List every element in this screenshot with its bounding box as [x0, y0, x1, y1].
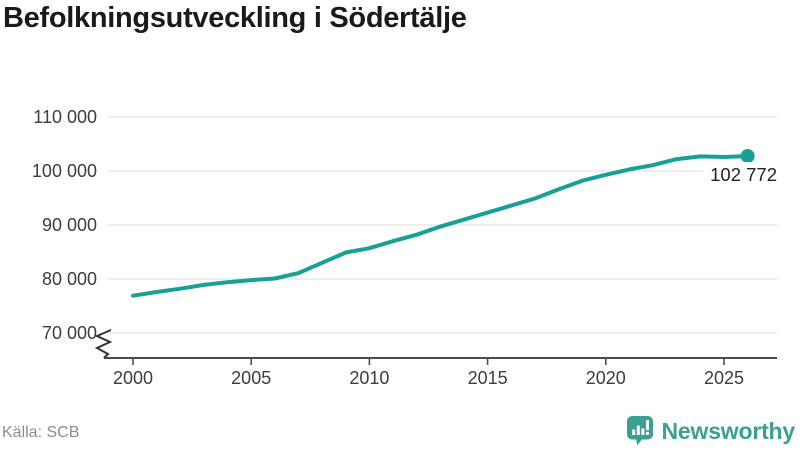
- x-tick-label: 2020: [586, 368, 626, 388]
- series-end-dot: [740, 149, 755, 164]
- series-end-value-label: 102 772: [710, 164, 777, 185]
- x-tick-label: 2015: [468, 368, 508, 388]
- brand-name: Newsworthy: [661, 417, 796, 444]
- x-tick-label: 2010: [349, 368, 389, 388]
- y-tick-label: 80 000: [42, 269, 97, 289]
- x-tick-label: 2000: [113, 368, 153, 388]
- population-series-line: [131, 154, 750, 298]
- chart-title: Befolkningsutveckling i Södertälje: [3, 2, 467, 34]
- end-label-backing: [703, 162, 780, 186]
- x-tick-label: 2025: [704, 368, 744, 388]
- source-note: Källa: SCB: [2, 424, 80, 441]
- bar-chart-marker-icon: [626, 416, 653, 446]
- newsworthy-logo: Newsworthy: [626, 416, 796, 446]
- axis-break-icon: [94, 329, 113, 359]
- x-tick-label: 2005: [231, 368, 271, 388]
- y-tick-label: 100 000: [32, 161, 97, 181]
- y-tick-label: 90 000: [42, 215, 97, 235]
- y-tick-label: 110 000: [33, 107, 97, 127]
- y-tick-label: 70 000: [42, 323, 97, 343]
